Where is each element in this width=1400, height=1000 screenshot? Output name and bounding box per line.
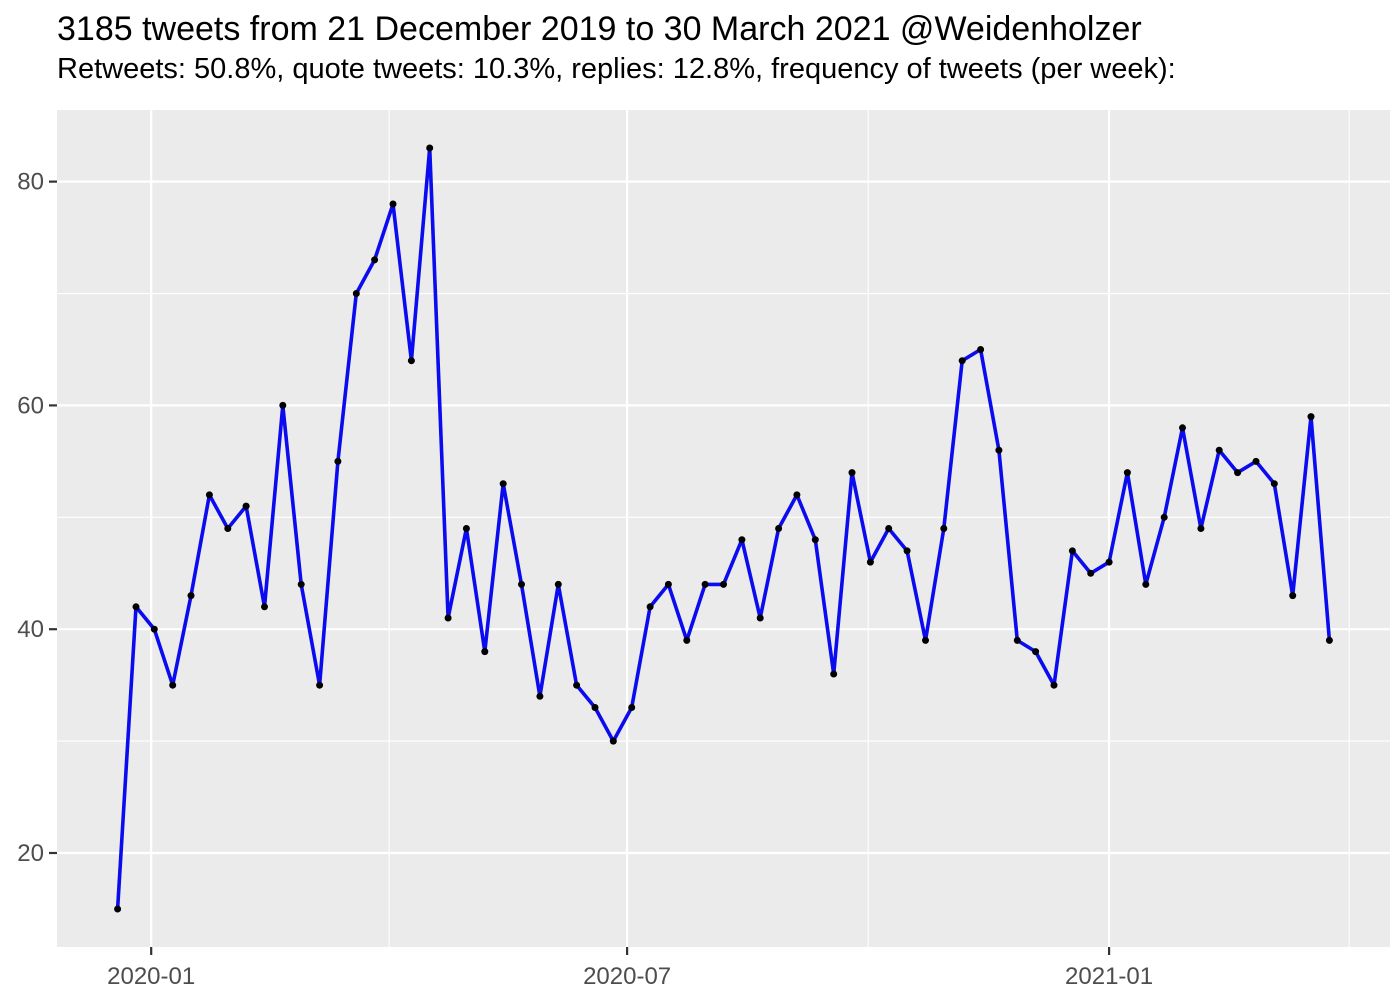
data-point [389,200,397,208]
data-point [1160,513,1168,521]
data-point [775,525,783,532]
data-point [738,536,746,544]
data-point [462,525,470,532]
x-axis-tick-label: 2020-07 [583,963,671,990]
data-point [499,480,507,488]
x-axis-tick-label: 2020-01 [107,963,195,990]
data-point [628,704,636,711]
data-point [279,401,287,409]
data-point [536,692,544,700]
x-axis-tick-label: 2021-01 [1065,963,1153,990]
data-point [297,580,305,588]
data-point [1013,636,1021,644]
data-point [426,144,434,152]
y-axis-tick-label: 40 [17,616,44,643]
data-point [261,603,268,611]
chart-title: 3185 tweets from 21 December 2019 to 30 … [57,10,1142,48]
y-axis-tick-label: 20 [17,840,44,867]
data-point [352,290,360,297]
data-point [1032,648,1040,656]
data-point [187,592,195,600]
data-point [866,558,874,566]
data-point [683,636,691,644]
data-point [848,469,856,477]
data-point [1142,580,1150,588]
data-point [995,446,1003,454]
data-point [316,681,324,689]
data-point [756,614,764,622]
y-axis-tick-label: 60 [17,392,44,419]
data-point [1270,480,1278,488]
data-point [1289,592,1297,600]
data-point [1197,525,1205,532]
data-point [885,525,893,532]
data-point [444,614,452,622]
data-point [371,256,379,264]
data-point [903,547,911,555]
data-point [1325,636,1333,644]
data-point [1179,424,1186,432]
data-point [940,525,948,532]
data-point [242,502,250,510]
data-point [205,491,213,499]
data-point [664,580,672,588]
data-point [830,670,838,678]
data-point [609,737,617,745]
data-point [922,636,929,644]
data-point [334,457,342,465]
data-point [1234,469,1242,477]
data-point [407,357,415,365]
plot-panel-background [57,110,1390,947]
data-point [114,905,122,913]
data-point [169,681,177,689]
data-point [1068,547,1076,555]
data-point [1123,469,1131,477]
data-point [132,603,140,611]
data-series-layer [114,144,1333,913]
data-point [224,525,232,532]
data-point [1050,681,1058,689]
minor-gridlines [57,110,1390,947]
data-point [793,491,801,499]
data-point [150,625,158,633]
data-point [554,580,562,588]
data-point [720,580,727,588]
data-point [481,648,489,656]
data-point [811,536,819,544]
data-point [1215,446,1223,454]
data-point [1087,569,1095,577]
data-point [591,704,599,711]
y-axis-tick-label: 80 [17,169,44,196]
data-point [573,681,581,689]
data-point [1252,457,1260,465]
data-point [518,580,525,588]
chart-subtitle: Retweets: 50.8%, quote tweets: 10.3%, re… [57,53,1176,85]
data-point [1307,413,1315,421]
data-point [958,357,966,365]
major-gridlines [57,110,1390,947]
data-point [1105,558,1113,566]
data-point [701,580,709,588]
axis-ticks-and-labels: 20 40 60 80 2020-01 2020-07 2021-01 [17,169,1153,990]
data-point [977,346,985,353]
data-point [646,603,654,611]
